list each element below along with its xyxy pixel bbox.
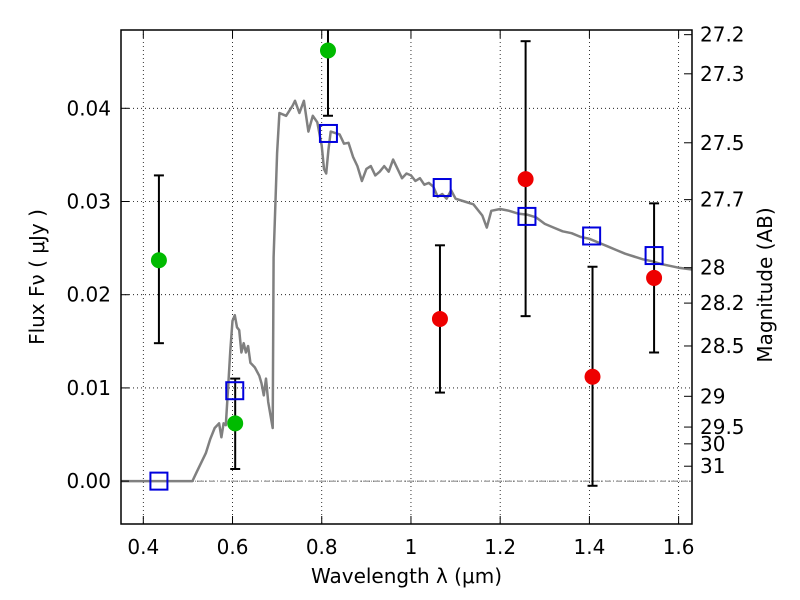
right-tick-label: 31 [700,454,725,478]
model-photometry-square [517,206,537,226]
x-axis: 0.4 0.6 0.8 1 1.2 1.4 1.6 [127,30,695,559]
right-tick-label: 27.5 [700,131,745,155]
right-tick-label: 30 [700,432,725,456]
y-tick-label: 0.04 [66,96,111,120]
plot-area [121,30,693,491]
x-axis-title: Wavelength λ (μm) [311,564,502,588]
x-tick-label: 0.4 [127,535,159,559]
data-point [431,310,448,327]
data-point [150,252,167,269]
model-spectrum-line [121,99,693,483]
x-tick-label: 1.4 [573,535,605,559]
plot-frame [120,29,693,525]
y-axis-right-title: Magnitude (AB) [753,207,777,362]
right-tick-label: 29.5 [700,415,745,439]
model-photometry-square [432,178,452,198]
x-tick-label: 0.8 [306,535,338,559]
data-point [646,269,663,286]
model-photometry-square [149,471,169,491]
x-tick-label: 1.2 [484,535,516,559]
model-photometry-square [582,226,602,246]
right-tick-label: 28 [700,256,725,280]
right-tick-label: 27.2 [700,23,745,47]
right-tick-label: 28.2 [700,291,745,315]
data-point [584,368,601,385]
right-tick-label: 27.3 [700,62,745,86]
model-photometry-square [225,381,245,401]
y-axis-left: 0.00 0.01 0.02 0.03 0.04 [66,96,129,493]
y-tick-label: 0.02 [66,283,111,307]
data-point [227,415,244,432]
x-tick-label: 0.6 [217,535,249,559]
y-tick-label: 0.00 [66,469,111,493]
y-axis-title: Flux Fν ( μJy ) [25,209,49,345]
model-photometry-square [644,246,664,266]
x-tick-label: 1.6 [663,535,695,559]
data-point [517,171,534,188]
model-photometry-square [318,123,338,143]
right-tick-label: 27.7 [700,188,745,212]
y-tick-label: 0.01 [66,376,111,400]
x-tick-label: 1 [405,535,418,559]
right-tick-label: 28.5 [700,334,745,358]
y-tick-label: 0.03 [66,190,111,214]
data-point [319,42,336,59]
right-tick-label: 29 [700,384,725,408]
